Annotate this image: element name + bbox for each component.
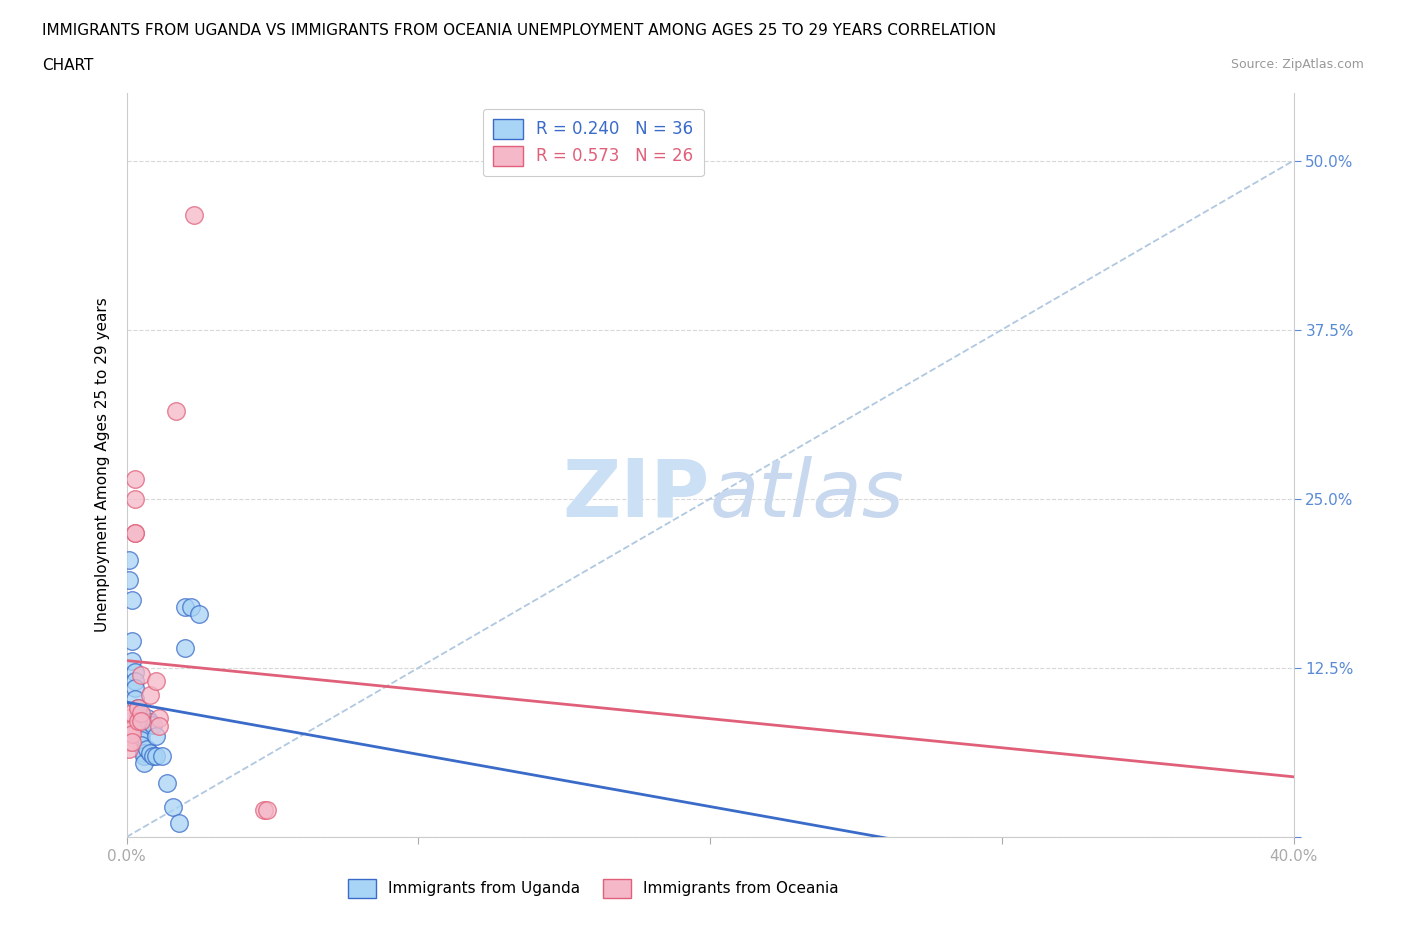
Point [124,525,146,540]
Point [142,717,165,732]
Point [145,749,167,764]
Point [118,552,141,567]
Point [129,726,152,741]
Point [124,491,146,506]
Point [129,705,152,720]
Point [136,711,159,725]
Point [118,573,141,588]
Point [136,741,159,756]
Point [129,732,152,747]
Point [132,755,155,770]
Point [174,600,197,615]
Point [174,640,197,655]
Point [129,667,152,682]
Point [127,719,149,734]
Point [127,711,149,725]
Point [121,722,143,737]
Point [129,737,152,752]
Point [121,654,143,669]
Text: CHART: CHART [42,58,94,73]
Point [129,722,152,737]
Point [167,816,190,830]
Point [124,472,146,486]
Point [148,711,170,725]
Point [132,746,155,761]
Point [127,713,149,728]
Point [180,600,202,615]
Point [124,692,146,707]
Legend: Immigrants from Uganda, Immigrants from Oceania: Immigrants from Uganda, Immigrants from … [342,873,845,904]
Point [127,708,149,723]
Point [188,606,211,621]
Text: atlas: atlas [710,456,905,534]
Point [145,728,167,743]
Point [150,749,173,764]
Point [121,726,143,741]
Point [139,687,162,702]
Point [118,728,141,743]
Point [165,404,187,418]
Point [118,724,141,739]
Point [121,705,143,720]
Text: ZIP: ZIP [562,456,710,534]
Point [124,665,146,680]
Point [124,525,146,540]
Point [124,674,146,689]
Point [121,735,143,750]
Point [183,207,205,222]
Text: Source: ZipAtlas.com: Source: ZipAtlas.com [1230,58,1364,71]
Point [118,741,141,756]
Point [127,701,149,716]
Point [132,749,155,764]
Point [127,701,149,716]
Point [162,800,184,815]
Text: IMMIGRANTS FROM UGANDA VS IMMIGRANTS FROM OCEANIA UNEMPLOYMENT AMONG AGES 25 TO : IMMIGRANTS FROM UGANDA VS IMMIGRANTS FRO… [42,23,997,38]
Point [124,681,146,696]
Point [121,592,143,607]
Point [139,746,162,761]
Point [156,776,179,790]
Point [253,803,276,817]
Point [118,711,141,725]
Y-axis label: Unemployment Among Ages 25 to 29 years: Unemployment Among Ages 25 to 29 years [94,298,110,632]
Point [145,674,167,689]
Point [142,749,165,764]
Point [121,633,143,648]
Point [256,803,278,817]
Point [118,735,141,750]
Point [139,714,162,729]
Point [148,719,170,734]
Point [129,713,152,728]
